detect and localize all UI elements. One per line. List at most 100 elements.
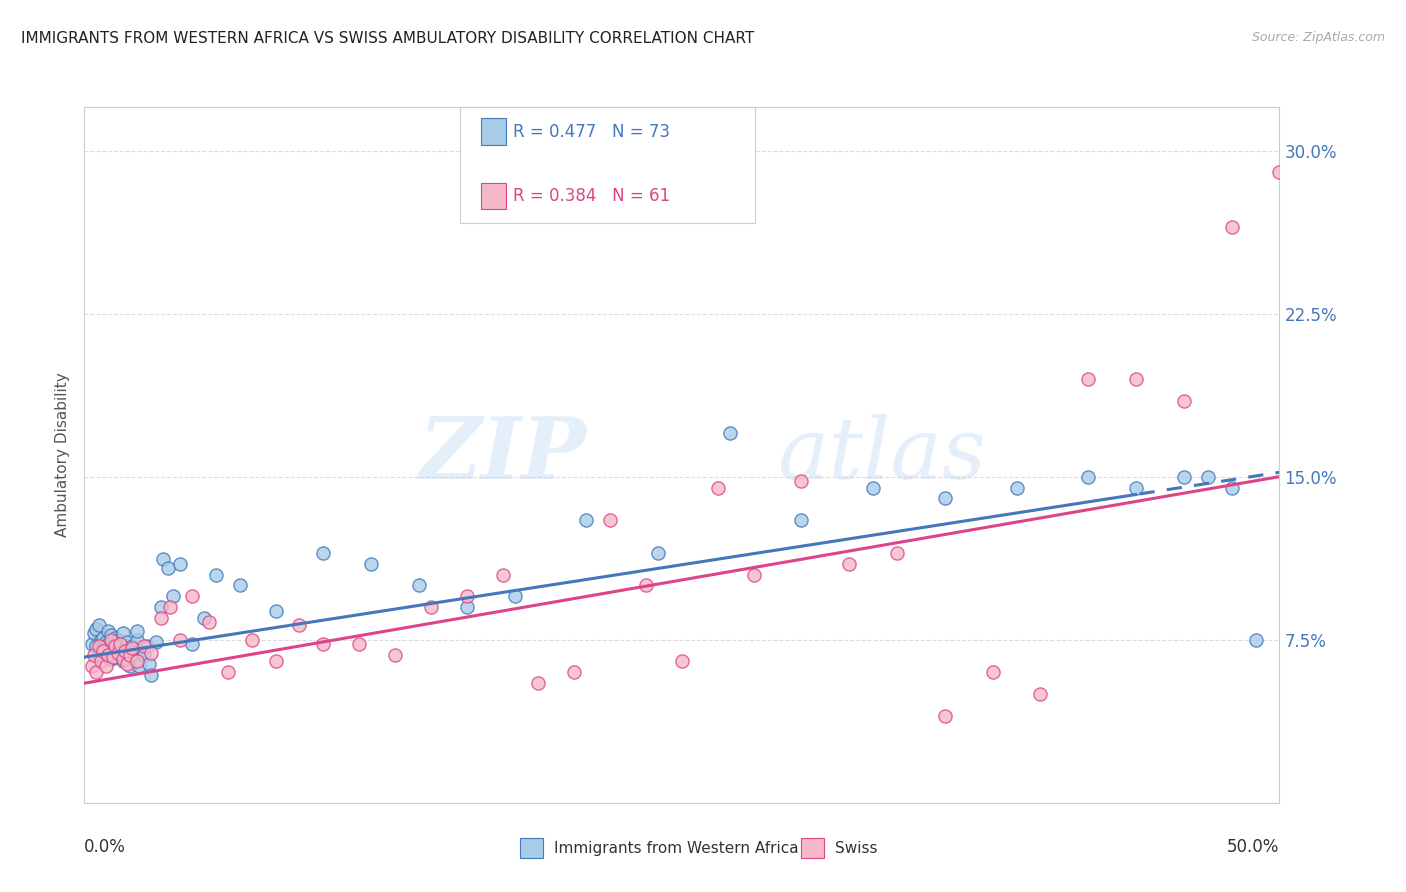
Point xyxy=(84,665,107,680)
Point xyxy=(312,637,335,651)
Point xyxy=(197,615,219,630)
Point xyxy=(87,617,110,632)
Point xyxy=(121,648,143,662)
Point xyxy=(145,635,167,649)
Point xyxy=(934,708,956,723)
Point xyxy=(1077,469,1099,483)
Point xyxy=(124,655,146,669)
Point xyxy=(671,655,693,669)
Point xyxy=(1340,458,1362,473)
Point xyxy=(157,561,180,575)
Point xyxy=(135,639,157,653)
Point xyxy=(107,646,129,660)
Point xyxy=(419,600,441,615)
Point xyxy=(101,650,124,665)
Point xyxy=(240,632,263,647)
Point xyxy=(384,648,406,662)
Point xyxy=(100,632,122,647)
Point xyxy=(228,578,252,592)
Point xyxy=(118,643,141,657)
Point xyxy=(981,665,1004,680)
Point xyxy=(121,639,143,653)
Point xyxy=(149,600,172,615)
Point xyxy=(159,600,181,615)
Point xyxy=(575,513,598,527)
Point xyxy=(527,676,550,690)
Point xyxy=(87,648,110,662)
Point xyxy=(934,491,956,506)
Text: ZIP: ZIP xyxy=(419,413,586,497)
Point xyxy=(121,641,143,656)
Point xyxy=(217,665,239,680)
Point xyxy=(1029,687,1052,701)
Point xyxy=(107,646,129,660)
Point xyxy=(131,643,153,657)
Point xyxy=(101,635,124,649)
Point xyxy=(111,626,134,640)
Point xyxy=(790,474,813,488)
Point xyxy=(93,643,115,657)
Point xyxy=(162,589,184,603)
Point xyxy=(562,665,585,680)
Point xyxy=(117,650,139,665)
Point xyxy=(862,481,884,495)
Point xyxy=(125,655,148,669)
Point xyxy=(94,658,117,673)
Point xyxy=(360,557,382,571)
Point xyxy=(110,648,132,662)
Point xyxy=(141,667,163,681)
Point xyxy=(110,637,132,651)
Text: 0.0%: 0.0% xyxy=(84,838,127,855)
Point xyxy=(97,624,120,638)
Text: R = 0.477   N = 73: R = 0.477 N = 73 xyxy=(513,123,671,141)
Point xyxy=(125,624,148,638)
Point xyxy=(599,513,621,527)
Y-axis label: Ambulatory Disability: Ambulatory Disability xyxy=(55,373,70,537)
Point xyxy=(111,652,134,666)
Point xyxy=(97,648,120,662)
Point xyxy=(1125,372,1147,386)
Point xyxy=(647,546,669,560)
Point xyxy=(1220,219,1243,234)
Point xyxy=(97,637,120,651)
Text: Swiss: Swiss xyxy=(835,840,877,855)
Point xyxy=(1388,339,1406,353)
Point xyxy=(87,639,110,653)
Point xyxy=(456,589,478,603)
Point xyxy=(1077,372,1099,386)
Point xyxy=(1244,632,1267,647)
Point xyxy=(264,655,287,669)
Point xyxy=(93,646,115,660)
Text: 50.0%: 50.0% xyxy=(1227,838,1279,855)
Point xyxy=(104,631,127,645)
Point xyxy=(110,637,132,651)
Point xyxy=(128,658,150,673)
Point xyxy=(205,567,228,582)
Point xyxy=(118,658,141,673)
Point xyxy=(1268,165,1291,179)
Text: Source: ZipAtlas.com: Source: ZipAtlas.com xyxy=(1251,31,1385,45)
Point xyxy=(180,637,202,651)
Point xyxy=(90,643,112,657)
Point xyxy=(104,639,127,653)
Point xyxy=(1173,393,1195,408)
Point xyxy=(838,557,860,571)
Point xyxy=(114,641,136,656)
Point xyxy=(492,567,515,582)
Point xyxy=(149,611,172,625)
Point xyxy=(125,632,148,647)
Point xyxy=(1005,481,1028,495)
Point xyxy=(349,637,371,651)
Point xyxy=(138,657,160,671)
Point xyxy=(634,578,657,592)
Point xyxy=(1197,469,1219,483)
Point xyxy=(408,578,430,592)
Point xyxy=(1364,731,1386,745)
Point xyxy=(312,546,335,560)
Point xyxy=(1220,481,1243,495)
Point xyxy=(742,567,765,582)
Point xyxy=(1173,469,1195,483)
Point xyxy=(100,652,122,666)
Point xyxy=(83,648,105,662)
Point xyxy=(132,648,156,662)
